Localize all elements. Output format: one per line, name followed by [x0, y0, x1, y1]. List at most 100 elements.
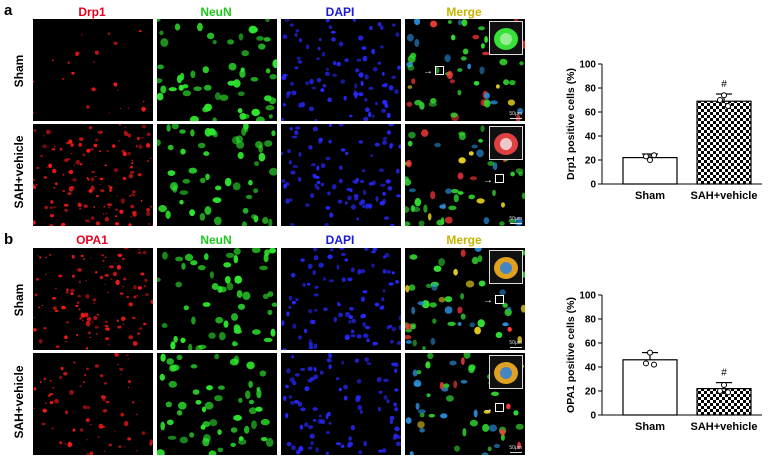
bar — [622, 359, 678, 416]
cell-mark — [268, 218, 273, 226]
cell-mark — [107, 344, 110, 346]
cell-mark — [270, 328, 276, 337]
cell-mark — [91, 321, 94, 323]
cell-mark — [255, 406, 263, 412]
panel-letter-b: b — [4, 231, 14, 248]
cell-mark — [425, 283, 433, 288]
cell-mark — [131, 193, 136, 197]
cell-mark — [290, 170, 296, 175]
cell-mark — [457, 306, 463, 314]
cell-mark — [407, 140, 413, 147]
cell-mark — [352, 19, 357, 23]
cell-mark — [90, 257, 92, 259]
cell-mark — [258, 43, 266, 50]
y-axis-label: Drp1 positive cells (%) — [565, 68, 577, 180]
cell-mark — [210, 130, 218, 136]
cell-mark — [126, 296, 129, 298]
micrograph-merge: 50μm → — [405, 248, 525, 350]
cell-mark — [286, 311, 290, 317]
cell-mark — [344, 201, 348, 205]
cell-mark — [291, 300, 296, 305]
cell-mark — [499, 221, 505, 226]
cell-mark — [414, 19, 421, 26]
cell-mark — [79, 384, 82, 388]
cell-mark — [116, 264, 121, 270]
cell-mark — [193, 86, 202, 91]
cell-mark — [332, 73, 337, 77]
scale-bar-label: 50μm — [509, 445, 522, 451]
cell-mark — [386, 270, 392, 274]
cell-mark — [107, 291, 109, 293]
cell-mark — [103, 382, 108, 385]
cell-mark — [431, 283, 438, 291]
cell-mark — [233, 248, 241, 255]
cell-mark — [64, 208, 68, 212]
cell-mark — [117, 253, 123, 257]
y-tick-label: 100 — [579, 291, 596, 302]
cell-mark — [214, 353, 220, 360]
cell-mark — [263, 337, 273, 343]
cell-mark — [480, 43, 485, 49]
cell-mark — [430, 191, 436, 200]
cell-mark — [49, 214, 54, 218]
cell-mark — [336, 442, 342, 446]
cell-mark — [230, 427, 238, 433]
cell-mark — [308, 106, 314, 112]
cell-mark — [59, 147, 63, 151]
cell-mark — [123, 131, 129, 137]
cell-mark — [520, 304, 525, 313]
cell-mark — [76, 301, 80, 304]
cell-mark — [499, 428, 506, 436]
cell-mark — [114, 353, 119, 357]
cell-mark — [103, 206, 106, 208]
cell-mark — [145, 292, 149, 297]
cell-mark — [70, 152, 72, 155]
zoom-region-box — [435, 66, 444, 75]
scale-bar-label: 50μm — [509, 111, 522, 117]
cell-mark — [106, 150, 109, 152]
cell-mark — [416, 370, 422, 375]
cell-mark — [316, 77, 322, 83]
cell-mark — [63, 371, 68, 376]
cell-mark — [291, 445, 296, 451]
cell-mark — [521, 192, 525, 200]
cell-mark — [284, 19, 290, 22]
cell-mark — [457, 19, 462, 26]
cell-mark — [432, 318, 437, 324]
cell-mark — [189, 115, 199, 121]
cell-mark — [393, 402, 397, 407]
cell-mark — [359, 409, 363, 415]
cell-mark — [81, 33, 83, 36]
cell-mark — [467, 63, 471, 70]
cell-mark — [313, 343, 318, 349]
cell-mark — [101, 397, 106, 402]
cell-mark — [329, 212, 334, 218]
cell-mark — [60, 366, 64, 371]
cell-mark — [369, 26, 373, 30]
cell-mark — [127, 437, 132, 441]
scale-bar — [510, 452, 522, 453]
cell-mark — [285, 412, 289, 419]
cell-mark — [96, 313, 100, 316]
cell-mark — [289, 400, 296, 405]
cell-mark — [260, 437, 268, 442]
cell-mark — [312, 126, 318, 132]
cell-mark — [93, 315, 98, 321]
cell-mark — [243, 124, 249, 130]
cell-mark — [166, 124, 171, 132]
cell-mark — [48, 163, 52, 168]
cell-mark — [256, 116, 265, 121]
cell-mark — [351, 318, 356, 324]
cell-mark — [487, 161, 495, 166]
cell-mark — [284, 182, 290, 187]
cell-mark — [269, 167, 277, 176]
cell-mark — [338, 303, 342, 307]
cell-mark — [287, 149, 291, 154]
cell-mark — [65, 290, 69, 294]
cell-mark — [323, 307, 328, 312]
y-tick-label: 20 — [585, 156, 597, 167]
cell-mark — [81, 319, 84, 322]
cell-mark — [346, 187, 352, 192]
cell-mark — [443, 383, 450, 389]
cell-mark — [86, 405, 91, 410]
